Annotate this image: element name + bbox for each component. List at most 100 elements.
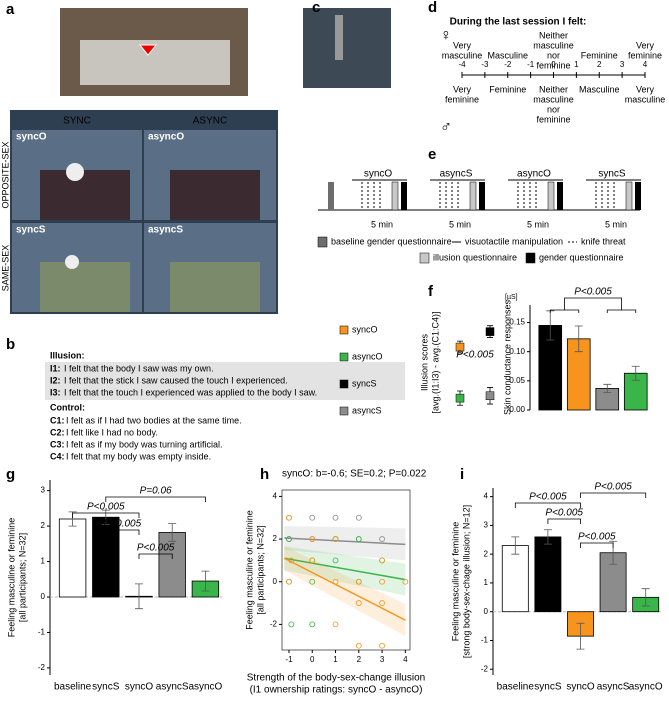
x-tick-label: syncS <box>92 682 120 693</box>
chart-title: syncO: b=-0.6; SE=0.2; P=0.022 <box>282 469 427 480</box>
plot-area <box>281 489 411 651</box>
question-id: I1: <box>50 363 61 373</box>
annotation: P<0.005 <box>529 492 567 503</box>
bracket <box>105 529 140 535</box>
question-id: I2: <box>50 375 61 385</box>
legend-label: illusion questionnaire <box>433 252 517 262</box>
point <box>402 578 409 585</box>
y-axis-label: [strong body-sex-chage illusion; N=12] <box>461 505 471 658</box>
error-bar <box>603 383 612 393</box>
duration-label: 5 min <box>371 219 393 229</box>
panel-label: f <box>428 283 434 300</box>
female-label: feminine <box>628 50 662 60</box>
legend-label: baseline gender questionnaire <box>331 236 452 246</box>
legend-label: asyncS <box>352 405 382 415</box>
error-bar <box>168 523 177 542</box>
point <box>379 600 385 606</box>
male-label: Feminine <box>489 84 526 94</box>
error-bar <box>543 529 552 545</box>
point <box>379 642 385 649</box>
legend-swatch <box>419 252 430 264</box>
annotation: P<0.005 <box>456 350 494 361</box>
male-symbol: ♂ <box>440 119 452 136</box>
error-bar <box>641 588 650 607</box>
x-tick-label: 4 <box>403 655 408 664</box>
bracket <box>138 553 173 559</box>
scale-tick-label: -3 <box>481 60 489 69</box>
gender-questionnaire <box>401 182 407 210</box>
scale-tick-label: -4 <box>458 60 466 69</box>
y-tick-label: -1 <box>38 628 46 637</box>
session-label: syncS <box>598 169 626 180</box>
x-tick-label: asyncS <box>156 682 189 693</box>
y-tick-label: 4 <box>484 492 489 501</box>
point <box>332 621 339 628</box>
photo-grid <box>10 110 278 314</box>
dot <box>485 391 495 400</box>
annotation: P<0.005 <box>104 519 142 530</box>
x-tick-label: asyncS <box>597 682 630 693</box>
annotation: P<0.005 <box>574 287 612 298</box>
y-axis-label: Feeling masculine or feminine <box>6 518 16 638</box>
male-label: feminine <box>445 94 479 104</box>
point <box>332 557 339 564</box>
legend-swatch <box>339 406 349 416</box>
point <box>332 514 339 521</box>
error-bar <box>576 622 585 650</box>
session-label: asyncS <box>440 169 473 180</box>
point <box>309 536 316 542</box>
y-tick-label: 2 <box>273 534 278 543</box>
x-tick-label: syncS <box>534 682 562 693</box>
x-tick-label: asyncO <box>629 682 663 693</box>
x-tick-label: 3 <box>380 655 385 664</box>
bar <box>158 532 186 598</box>
scale-tick-label: 4 <box>643 60 648 69</box>
legend-swatch <box>317 236 328 248</box>
scale-tick-label: 2 <box>597 60 602 69</box>
y-axis-label: Illusion scores <box>419 333 429 391</box>
x-tick-label: asyncO <box>188 682 222 693</box>
session-label: asyncO <box>517 169 551 180</box>
point <box>309 557 316 564</box>
photo-c <box>303 8 391 88</box>
annotation: P=0.06 <box>140 486 172 497</box>
panel-label: c <box>312 0 320 16</box>
gender-questionnaire <box>635 182 641 210</box>
point <box>355 578 362 585</box>
scale-tick-label: 3 <box>620 60 625 69</box>
y-tick-label: 1 <box>41 557 46 566</box>
column-label: SYNC <box>63 116 91 127</box>
y-tick-label: 3 <box>484 521 489 530</box>
confidence-band <box>284 546 406 637</box>
x-tick-label: baseline <box>54 682 92 693</box>
bracket <box>564 297 622 310</box>
bracket <box>606 309 637 313</box>
panel-label: g <box>6 466 15 483</box>
y-tick-label: 0.10 <box>509 347 525 356</box>
male-label: masculine <box>533 94 574 104</box>
duration-label: 5 min <box>527 219 549 229</box>
point <box>309 578 316 585</box>
legend-swatch <box>525 252 536 264</box>
point <box>286 514 292 521</box>
male-label: Masculine <box>579 84 620 94</box>
scale-tick-label: -1 <box>527 60 535 69</box>
point <box>379 578 385 585</box>
y-axis-label: [avg.(I1:I3) - avg.(C1:C4)] <box>430 311 440 413</box>
female-label: Very <box>453 40 472 50</box>
legend-swatch <box>339 325 349 335</box>
point <box>332 536 339 542</box>
y-tick-label: -2 <box>481 664 489 673</box>
illusion-questionnaire <box>469 181 477 211</box>
illusion-questionnaire <box>625 181 633 211</box>
question-id: I3: <box>50 387 61 397</box>
question-id: C1: <box>50 415 65 425</box>
cell-label: asyncS <box>148 225 183 236</box>
x-tick-label: syncO <box>566 682 595 693</box>
error-bar <box>135 583 143 610</box>
female-label: Masculine <box>487 50 528 60</box>
legend-label: asyncO <box>352 351 383 361</box>
photo-a-top <box>60 8 248 96</box>
y-axis-label: [all participants; N=32] <box>17 533 27 622</box>
y-tick-label: 0.00 <box>509 405 525 414</box>
